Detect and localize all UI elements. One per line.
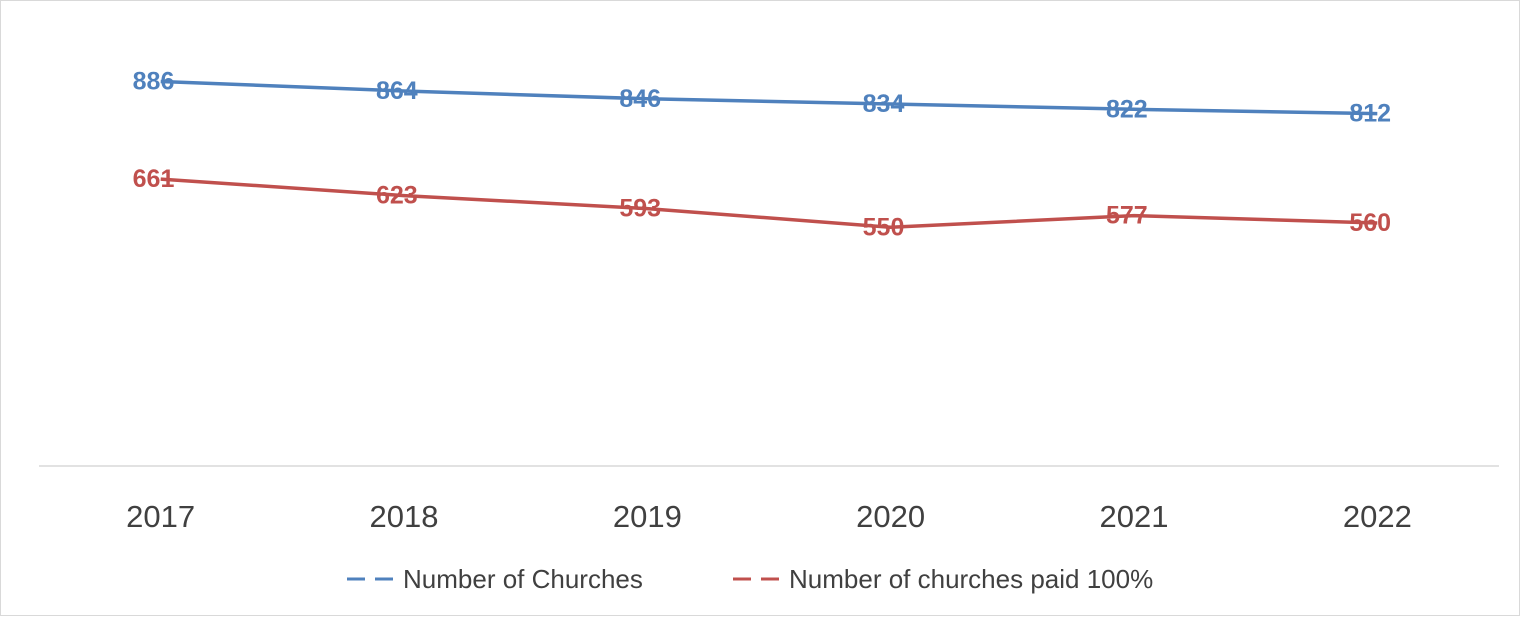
series-1: 886 864 846 834 822 812 [133, 67, 1391, 127]
data-label: 661 [133, 165, 175, 193]
data-label: 593 [619, 195, 661, 223]
data-label: 846 [619, 85, 661, 113]
x-tick-label: 2022 [1343, 499, 1412, 534]
x-tick-label: 2019 [613, 499, 682, 534]
legend-label: Number of churches paid 100% [789, 564, 1153, 594]
legend: Number of Churches Number of churches pai… [347, 564, 1153, 594]
series-2: 661 623 593 550 577 560 [133, 165, 1391, 241]
legend-item: Number of Churches [347, 564, 643, 594]
series-line [160, 177, 1378, 230]
x-tick-label: 2017 [126, 499, 195, 534]
legend-label: Number of Churches [403, 564, 643, 594]
data-label: 550 [863, 213, 905, 241]
x-tick-label: 2021 [1100, 499, 1169, 534]
x-tick-labels: 2017 2018 2019 2020 2021 2022 [126, 499, 1412, 534]
x-tick-label: 2018 [370, 499, 439, 534]
series-layer: 886 864 846 834 822 812 661 623 593 550 577 560 [133, 67, 1391, 241]
data-label: 864 [376, 77, 418, 105]
series-line [160, 79, 1378, 116]
x-tick-label: 2020 [856, 499, 925, 534]
data-label: 623 [376, 182, 418, 210]
data-label: 886 [133, 67, 175, 95]
data-label: 577 [1106, 202, 1148, 230]
legend-item: Number of churches paid 100% [733, 564, 1153, 594]
data-label: 560 [1349, 209, 1391, 237]
data-label: 822 [1106, 95, 1148, 123]
data-label: 812 [1349, 100, 1391, 128]
data-label: 834 [863, 90, 905, 118]
